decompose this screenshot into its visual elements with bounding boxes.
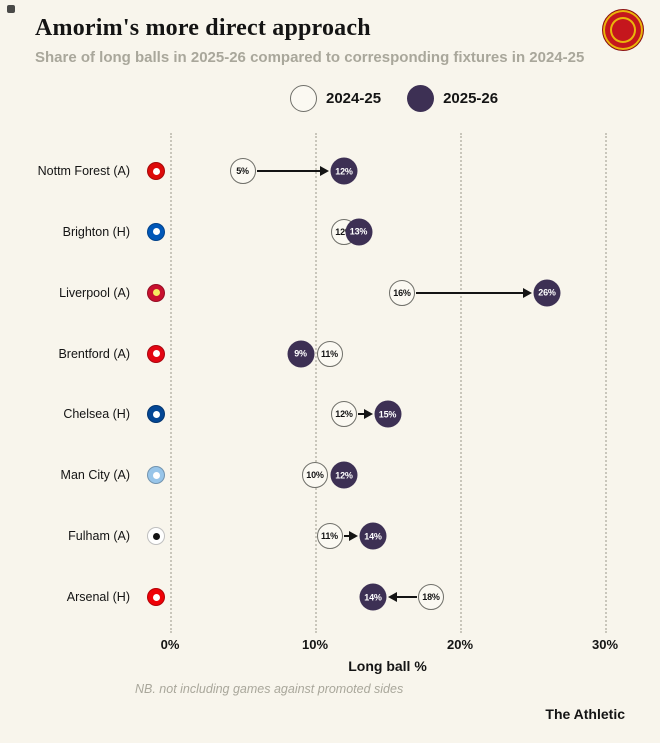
prev-season-point: 12% [331,401,357,428]
team-badge-icon [147,283,165,302]
trend-arrow-line [256,170,321,172]
team-badge-icon [147,405,165,424]
curr-season-point: 14% [359,522,387,550]
team-badge-icon [147,466,165,485]
prev-season-point: 18% [418,584,444,611]
trend-arrow-line [358,413,365,416]
team-badge-dot-icon [152,532,160,540]
page-subtitle: Share of long balls in 2025-26 compared … [35,49,585,66]
team-badge-dot-icon [152,228,160,236]
team-badge-icon [147,162,165,180]
trend-arrow-line [416,291,524,294]
team-label: Liverpool (A) [59,285,130,300]
team-label: Brighton (H) [62,224,130,239]
curr-season-point: 12% [330,157,358,185]
trend-arrow-line [343,535,350,538]
gridline [605,133,607,633]
corner-artifact-icon [7,5,15,13]
trend-arrow-head [388,592,397,603]
team-label: Arsenal (H) [66,590,130,605]
team-label: Man City (A) [60,468,130,483]
team-label: Fulham (A) [68,529,130,544]
prev-season-point: 16% [389,279,415,306]
curr-season-point: 12% [330,461,358,489]
team-badge-dot-icon [152,350,160,358]
page-title: Amorim's more direct approach [35,15,371,41]
team-badge-icon [147,527,165,546]
prev-season-legend-label: 2024-25 [326,90,382,107]
prev-season-point: 11% [316,523,343,550]
curr-season-legend-icon [407,85,435,112]
curr-season-point: 15% [374,400,401,428]
team-badge-dot-icon [152,593,160,601]
trend-arrow-head [363,409,373,420]
prev-season-point: 5% [229,158,256,184]
gridline [460,133,462,633]
curr-season-legend-label: 2025-26 [443,90,499,107]
x-axis-label: Long ball % [348,658,427,674]
trend-arrow-line [396,596,417,599]
legend: 2024-25 2025-26 [290,85,498,112]
team-label: Chelsea (H) [63,407,130,422]
trend-arrow-head [320,166,329,176]
legend-item-2024-25: 2024-25 [290,85,381,112]
team-badge-dot-icon [152,410,160,418]
team-badge-icon [147,588,165,607]
prev-season-point: 11% [316,340,343,367]
curr-season-point: 14% [359,583,387,611]
team-badge-dot-icon [152,289,160,297]
team-badge-dot-icon [152,167,160,175]
curr-season-point: 13% [345,218,372,246]
team-label: Nottm Forest (A) [37,164,130,178]
team-label: Brentford (A) [58,346,130,361]
prev-season-point: 10% [302,462,328,489]
x-tick-label: 0% [160,637,180,652]
curr-season-point: 26% [533,279,561,307]
gridline [170,133,172,633]
trend-arrow-head [349,531,358,542]
footnote: NB. not including games against promoted… [135,682,404,696]
gridline [315,133,317,633]
x-tick-label: 20% [446,637,474,652]
trend-arrow-head [523,287,532,298]
team-badge-icon [147,222,165,241]
manchester-united-crest-icon [602,9,644,51]
brand-logo: The Athletic [545,706,625,722]
legend-item-2025-26: 2025-26 [407,85,498,112]
curr-season-point: 9% [287,340,314,368]
prev-season-legend-icon [290,85,317,112]
x-tick-label: 10% [301,637,329,652]
team-badge-dot-icon [152,471,160,479]
team-badge-icon [147,344,165,363]
x-tick-label: 30% [591,637,619,652]
